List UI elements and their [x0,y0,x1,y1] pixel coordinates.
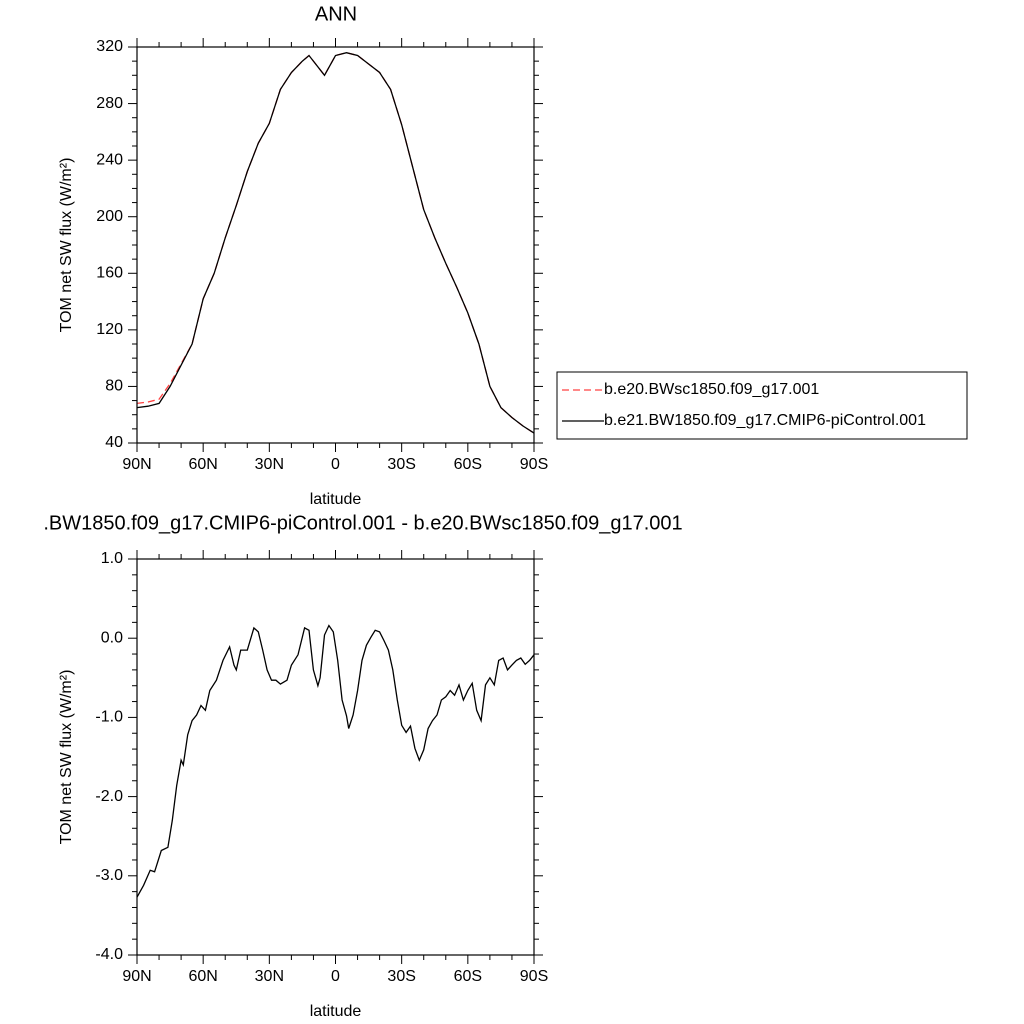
y-tick-label: 200 [96,208,123,225]
x-axis-label: latitude [310,491,362,508]
data-line [136,624,535,898]
y-tick-label: -1.0 [95,709,123,726]
plot-frame [136,46,535,444]
y-tick-label: -2.0 [95,788,123,805]
x-tick-label: 30S [387,456,415,473]
x-tick-label: 0 [331,968,340,985]
x-tick-label: 30S [387,968,415,985]
x-tick-label: 60S [454,968,482,985]
x-tick-label: 30N [255,456,284,473]
y-tick-label: -3.0 [95,867,123,884]
x-tick-label: 60N [188,456,217,473]
chart-panel: .BW1850.f09_g17.CMIP6-piControl.001 - b.… [43,512,682,1020]
chart-title: .BW1850.f09_g17.CMIP6-piControl.001 - b.… [43,512,682,534]
plot-frame [136,558,535,956]
legend: b.e20.BWsc1850.f09_g17.001 b.e21.BW1850.f… [556,371,968,440]
y-tick-label: 1.0 [101,550,123,567]
x-tick-label: 90N [122,968,151,985]
y-axis-label: TOM net SW flux (W/m²) [58,158,75,333]
y-axis-label: TOM net SW flux (W/m²) [58,670,75,845]
chart-panel: ANN latitude TOM net SW flux (W/m²) 40 80 120… [58,3,548,508]
y-tick-label: 80 [105,378,123,395]
chart-title: ANN [315,3,357,25]
data-line [136,52,535,434]
y-tick-label: 40 [105,434,123,451]
x-tick-label: 0 [331,456,340,473]
y-tick-label: 160 [96,265,123,282]
x-axis-label: latitude [310,1003,362,1020]
x-tick-label: 30N [255,968,284,985]
legend-box [556,371,968,440]
legend-label: b.e21.BW1850.f09_g17.CMIP6-piControl.001 [604,412,926,429]
x-tick-label: 90S [520,456,548,473]
y-tick-label: 120 [96,321,123,338]
x-tick-label: 60N [188,968,217,985]
data-line [136,52,535,434]
y-tick-label: -4.0 [95,946,123,963]
y-tick-label: 280 [96,95,123,112]
y-tick-label: 0.0 [101,629,123,646]
y-tick-label: 240 [96,151,123,168]
x-tick-label: 90S [520,968,548,985]
x-tick-label: 60S [454,456,482,473]
y-tick-label: 320 [96,38,123,55]
x-tick-label: 90N [122,456,151,473]
legend-label: b.e20.BWsc1850.f09_g17.001 [604,381,819,398]
